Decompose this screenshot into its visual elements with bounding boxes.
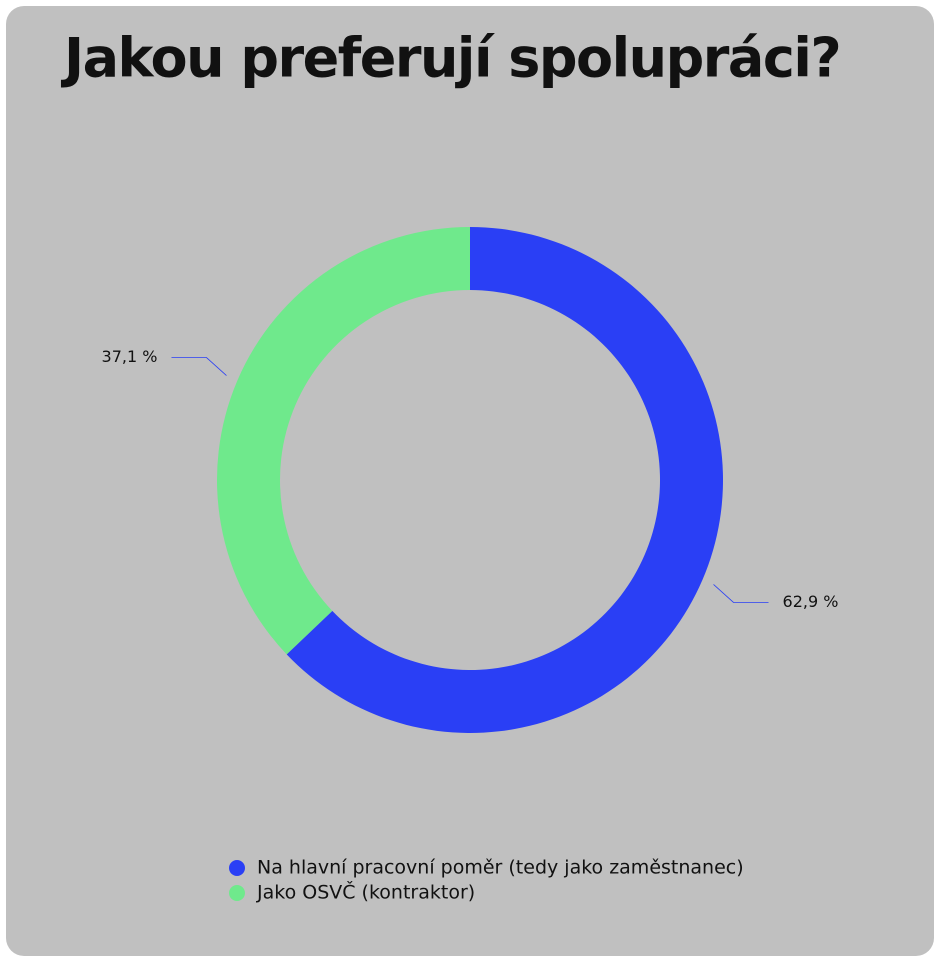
card — [6, 6, 934, 956]
leader-line — [713, 584, 769, 603]
legend-marker — [229, 860, 245, 876]
chart-title: Jakou preferují spolupráci? — [60, 27, 840, 90]
legend-label: Na hlavní pracovní poměr (tedy jako zamě… — [257, 857, 744, 879]
donut-segment — [217, 227, 470, 655]
data-label: 37,1 % — [102, 347, 158, 366]
donut-segment — [286, 227, 723, 733]
legend-label: Jako OSVČ (kontraktor) — [256, 880, 475, 904]
legend-marker — [229, 885, 245, 901]
data-label: 62,9 % — [783, 592, 839, 611]
leader-line — [171, 357, 227, 376]
